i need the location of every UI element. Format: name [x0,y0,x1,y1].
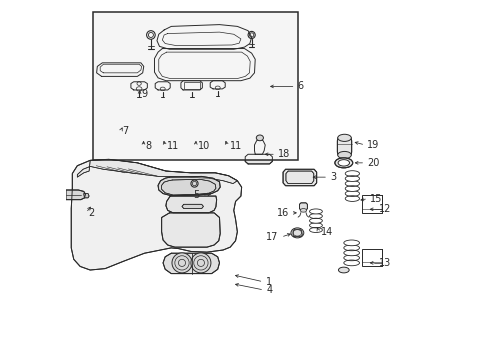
Ellipse shape [345,196,359,202]
Polygon shape [71,159,241,270]
Text: 18: 18 [278,149,290,159]
Ellipse shape [338,267,348,273]
Text: 4: 4 [266,285,272,295]
Polygon shape [157,24,251,49]
Ellipse shape [337,134,350,141]
Text: 12: 12 [378,204,390,214]
Ellipse shape [290,228,303,238]
Polygon shape [154,49,255,81]
Ellipse shape [309,228,322,233]
Text: 8: 8 [145,141,151,152]
Ellipse shape [309,209,322,214]
Polygon shape [131,82,147,90]
Text: 15: 15 [369,194,382,203]
Text: 13: 13 [378,258,390,268]
Text: 20: 20 [366,158,379,168]
Bar [362,249,381,266]
Text: 6: 6 [297,81,303,91]
Text: 14: 14 [320,227,332,237]
Polygon shape [162,213,220,247]
Ellipse shape [300,208,306,212]
Text: 10: 10 [197,141,209,152]
Ellipse shape [334,158,352,168]
Text: 7: 7 [122,126,129,136]
Polygon shape [165,196,216,213]
Text: 11: 11 [229,141,241,152]
Text: 19: 19 [366,140,379,150]
Ellipse shape [190,253,210,273]
Bar [183,82,200,89]
Ellipse shape [345,176,359,181]
Ellipse shape [309,218,322,223]
Ellipse shape [256,135,263,141]
Text: 1: 1 [265,277,271,287]
Ellipse shape [337,152,350,158]
Ellipse shape [337,159,349,166]
Text: 17: 17 [266,232,278,242]
Polygon shape [254,139,264,154]
Ellipse shape [343,250,359,256]
Ellipse shape [343,240,359,246]
Polygon shape [66,190,85,200]
Polygon shape [163,253,219,274]
Polygon shape [181,81,202,90]
Bar [93,12,298,160]
Text: 5: 5 [193,190,199,201]
Text: 2: 2 [88,208,94,218]
Bar [362,195,381,213]
Text: 16: 16 [276,208,288,218]
Polygon shape [158,176,220,196]
Ellipse shape [343,260,359,266]
Text: 9: 9 [142,89,147,99]
Polygon shape [210,81,225,89]
Ellipse shape [345,186,359,192]
Polygon shape [77,159,237,184]
Polygon shape [337,138,351,155]
Polygon shape [83,194,89,198]
Polygon shape [292,229,302,237]
Polygon shape [155,82,170,90]
Polygon shape [283,169,316,186]
Ellipse shape [172,253,192,273]
Polygon shape [97,63,143,76]
Polygon shape [244,154,272,164]
Polygon shape [299,203,307,210]
Text: 11: 11 [167,141,179,152]
Text: 3: 3 [329,172,336,182]
Polygon shape [182,204,203,208]
